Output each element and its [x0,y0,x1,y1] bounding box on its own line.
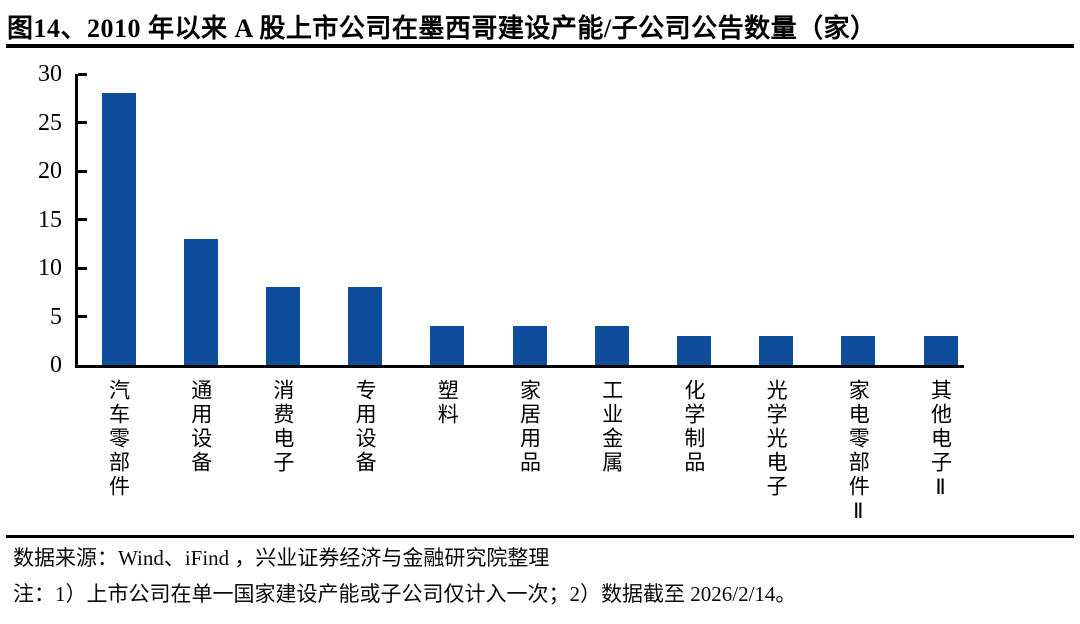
x-axis-category-label: 汽车零部件 [106,379,130,499]
y-axis-tick-mark [78,218,87,221]
y-axis-tick-mark [78,121,87,124]
bar-1 [101,93,136,365]
title-underline [6,44,1074,48]
bar-6 [512,326,547,365]
x-axis-category-label: 光学光电子 [764,379,788,499]
footer-divider [6,535,1074,538]
bar-8 [676,335,711,365]
x-axis-category-label: 专用设备 [353,379,377,475]
data-source-text: 数据来源：Wind、iFind ，兴业证券经济与金融研究院整理 [13,546,550,570]
bar-10 [841,335,876,365]
bar-9 [759,335,794,365]
x-axis-category-label: 其他电子Ⅱ [928,379,952,502]
x-axis-category-label: 塑料 [435,379,459,427]
y-axis-tick-label: 30 [38,61,62,87]
y-axis-tick-mark [78,72,87,76]
x-axis-category-label: 家居用品 [517,379,541,475]
bar-2 [183,238,218,365]
chart-title: 图14、2010 年以来 A 股上市公司在墨西哥建设产能/子公司公告数量（家） [7,14,877,43]
x-axis-category-label: 化学制品 [681,379,705,475]
y-axis-tick-mark [78,169,87,173]
y-axis-tick-label: 25 [38,109,62,136]
x-axis-category-label: 工业金属 [599,379,623,475]
bar-5 [430,326,465,365]
bar-3 [265,287,300,365]
y-axis-tick-label: 15 [38,206,62,233]
bar-11 [923,335,958,365]
bar-7 [594,326,629,365]
y-axis-tick-label: 10 [38,255,62,281]
footnote-text: 注：1）上市公司在单一国家建设产能或子公司仅计入一次；2）数据截至 2026/2… [13,582,797,606]
x-axis-category-label: 通用设备 [188,379,212,475]
plot-area [75,72,964,368]
bar-4 [348,287,383,365]
x-axis-category-label: 消费电子 [270,379,294,475]
x-axis-category-label: 家电零部件Ⅱ [846,379,870,526]
y-axis-tick-label: 0 [50,352,62,378]
y-axis-tick-label: 5 [50,303,62,330]
y-axis-tick-label: 20 [38,158,62,184]
y-axis-tick-mark [78,266,87,270]
y-axis-tick-mark [78,315,87,318]
